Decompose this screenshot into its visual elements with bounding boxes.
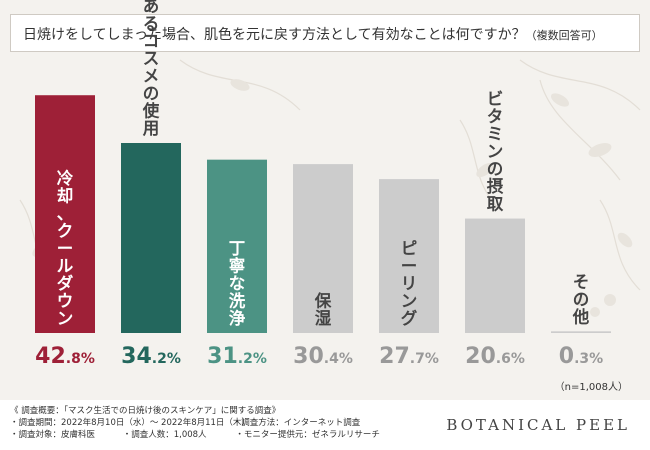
bar-3	[207, 159, 267, 333]
bar-label-3: 丁寧な洗浄	[229, 239, 246, 328]
bar-label-1: 冷却、クールダウン	[57, 168, 74, 328]
bar-7	[551, 331, 611, 333]
value-label-7: 0.3%	[559, 344, 603, 369]
footer: 《 調査概要：「マスク生活での日焼け後のスキンケア」に関する調査》 ・調査期間：…	[0, 400, 650, 450]
bar-label-4: 保湿	[314, 291, 332, 329]
bar-1	[35, 95, 95, 333]
bar-label-7: その他	[572, 272, 590, 326]
chart-subtitle: （複数回答可）	[525, 29, 603, 42]
brand-logo-text: BOTANICAL PEEL	[446, 416, 630, 434]
title-box: 日焼けをしてしまった場合、肌色を元に戻す方法として有効なことは何ですか？（複数回…	[10, 14, 640, 52]
survey-overview: 《 調査概要：「マスク生活での日焼け後のスキンケア」に関する調査》 ・調査期間：…	[10, 405, 380, 441]
bar-6	[465, 218, 525, 333]
value-label-5: 27.7%	[379, 344, 439, 369]
bar-label-6: ビタミンの摂取	[487, 90, 504, 214]
survey-period: ・調査期間：2022年8月10日（水）〜 2022年8月11日（木）	[10, 418, 250, 428]
survey-target: ・調査対象：皮膚科医	[10, 430, 96, 440]
bar-4	[293, 164, 353, 333]
survey-method: ・調査方法：インターネット調査	[232, 418, 361, 428]
survey-provider: ・モニター提供元：ゼネラルリサーチ	[235, 430, 380, 440]
bar-label-2: 美白効果のあるコスメの使用	[142, 0, 160, 138]
chart-title: 日焼けをしてしまった場合、肌色を元に戻す方法として有効なことは何ですか？（複数回…	[23, 27, 603, 43]
value-label-2: 34.2%	[121, 344, 181, 369]
bar-2	[121, 143, 181, 333]
value-label-1: 42.8%	[35, 344, 95, 369]
bar-chart: 冷却、クールダウン 42.8% 美白効果のあるコスメの使用 34.2% 丁寧な洗浄 31.…	[35, 0, 611, 369]
survey-overview-heading: 《 調査概要：「マスク生活での日焼け後のスキンケア」に関する調査》	[10, 406, 281, 416]
bar-label-5: ピーリング	[401, 239, 418, 328]
survey-count: ・調査人数：1,008人	[122, 430, 207, 440]
value-label-6: 20.6%	[465, 344, 525, 369]
sample-size-note: （n=1,008人）	[554, 382, 628, 393]
value-label-3: 31.2%	[207, 344, 267, 369]
bar-5	[379, 179, 439, 333]
value-label-4: 30.4%	[293, 344, 353, 369]
